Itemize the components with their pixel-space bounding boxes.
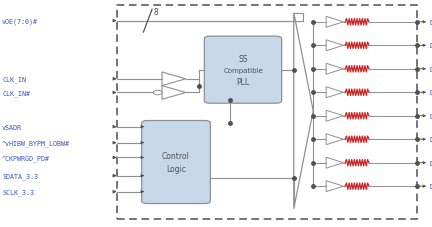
Text: ^CKPWRGD_PD#: ^CKPWRGD_PD# xyxy=(2,154,50,161)
Text: vSADR: vSADR xyxy=(2,124,22,130)
Text: SCLK_3.3: SCLK_3.3 xyxy=(2,188,34,195)
Text: DIF6: DIF6 xyxy=(429,43,432,49)
Text: Control: Control xyxy=(162,151,190,160)
Text: DIF1: DIF1 xyxy=(429,160,432,166)
Text: DIF5: DIF5 xyxy=(429,67,432,72)
Text: 8: 8 xyxy=(153,8,158,17)
Bar xyxy=(117,6,417,219)
Text: DIF2: DIF2 xyxy=(429,137,432,143)
Text: SDATA_3.3: SDATA_3.3 xyxy=(2,173,38,179)
Text: ^vHIBW_BYPM_LOBW#: ^vHIBW_BYPM_LOBW# xyxy=(2,140,70,146)
FancyBboxPatch shape xyxy=(142,121,210,204)
Text: DIF7: DIF7 xyxy=(429,20,432,26)
Text: vOE(7:0)#: vOE(7:0)# xyxy=(2,18,38,25)
Text: Logic: Logic xyxy=(166,165,186,174)
FancyBboxPatch shape xyxy=(204,37,282,104)
Text: Compatible: Compatible xyxy=(223,67,263,73)
Text: DIF3: DIF3 xyxy=(429,113,432,119)
Text: DIF0: DIF0 xyxy=(429,183,432,189)
Text: PLL: PLL xyxy=(236,77,250,86)
Text: CLK_IN#: CLK_IN# xyxy=(2,90,30,96)
Text: CLK_IN: CLK_IN xyxy=(2,76,26,83)
Text: DIF4: DIF4 xyxy=(429,90,432,96)
Text: SS: SS xyxy=(238,54,248,64)
